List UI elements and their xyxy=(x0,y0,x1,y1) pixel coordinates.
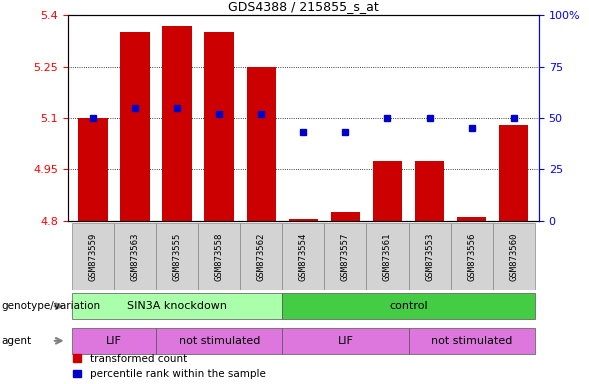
Text: GSM873560: GSM873560 xyxy=(509,232,518,280)
Title: GDS4388 / 215855_s_at: GDS4388 / 215855_s_at xyxy=(228,0,379,13)
Bar xyxy=(114,223,156,290)
Text: GSM873563: GSM873563 xyxy=(131,232,140,280)
Bar xyxy=(330,212,360,221)
Text: LIF: LIF xyxy=(337,336,353,346)
Text: control: control xyxy=(389,301,428,311)
Text: GSM873556: GSM873556 xyxy=(467,232,476,280)
Bar xyxy=(120,33,150,221)
Bar xyxy=(163,26,192,221)
Bar xyxy=(373,161,402,221)
Text: GSM873559: GSM873559 xyxy=(88,232,97,280)
Text: genotype/variation: genotype/variation xyxy=(1,301,100,311)
Text: agent: agent xyxy=(1,336,31,346)
Bar xyxy=(409,328,535,354)
Bar xyxy=(156,223,198,290)
Text: not stimulated: not stimulated xyxy=(431,336,512,346)
Bar xyxy=(325,223,366,290)
Bar xyxy=(72,293,282,319)
Bar xyxy=(198,223,240,290)
Text: GSM873558: GSM873558 xyxy=(215,232,224,280)
Bar xyxy=(366,223,409,290)
Bar xyxy=(282,293,535,319)
Bar xyxy=(282,223,325,290)
Bar xyxy=(451,223,492,290)
Bar xyxy=(409,223,451,290)
Bar xyxy=(156,328,282,354)
Bar xyxy=(247,67,276,221)
Bar xyxy=(499,125,528,221)
Bar xyxy=(415,161,444,221)
Text: GSM873562: GSM873562 xyxy=(257,232,266,280)
Text: GSM873555: GSM873555 xyxy=(173,232,181,280)
Text: GSM873554: GSM873554 xyxy=(299,232,308,280)
Bar xyxy=(240,223,282,290)
Bar xyxy=(72,328,156,354)
Legend: transformed count, percentile rank within the sample: transformed count, percentile rank withi… xyxy=(73,354,266,379)
Bar xyxy=(492,223,535,290)
Text: SIN3A knockdown: SIN3A knockdown xyxy=(127,301,227,311)
Bar xyxy=(289,219,318,221)
Bar xyxy=(72,223,114,290)
Text: GSM873557: GSM873557 xyxy=(341,232,350,280)
Text: GSM873553: GSM873553 xyxy=(425,232,434,280)
Bar xyxy=(78,118,108,221)
Text: not stimulated: not stimulated xyxy=(178,336,260,346)
Text: GSM873561: GSM873561 xyxy=(383,232,392,280)
Bar xyxy=(457,217,487,221)
Text: LIF: LIF xyxy=(106,336,122,346)
Bar xyxy=(282,328,409,354)
Bar xyxy=(204,33,234,221)
